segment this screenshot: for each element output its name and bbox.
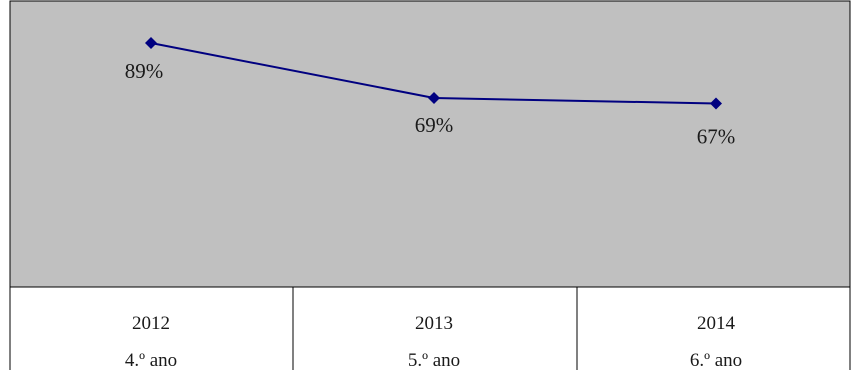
data-label-2012: 89% — [125, 59, 164, 83]
category-year-2014: 2014 — [697, 313, 736, 334]
category-grade-4: 4.º ano — [125, 350, 177, 370]
category-grade-6: 6.º ano — [690, 350, 742, 370]
data-point-2012 — [145, 37, 157, 49]
plot-area — [9, 0, 851, 288]
data-point-2014 — [710, 97, 722, 110]
category-table — [9, 287, 851, 370]
category-year-2012: 2012 — [132, 313, 170, 334]
category-year-2013: 2013 — [415, 313, 453, 334]
data-label-2014: 67% — [697, 125, 736, 149]
category-grade-5: 5.º ano — [408, 350, 460, 370]
data-point-2013 — [428, 92, 440, 104]
data-label-2013: 69% — [415, 113, 454, 137]
series-markers — [145, 37, 722, 110]
